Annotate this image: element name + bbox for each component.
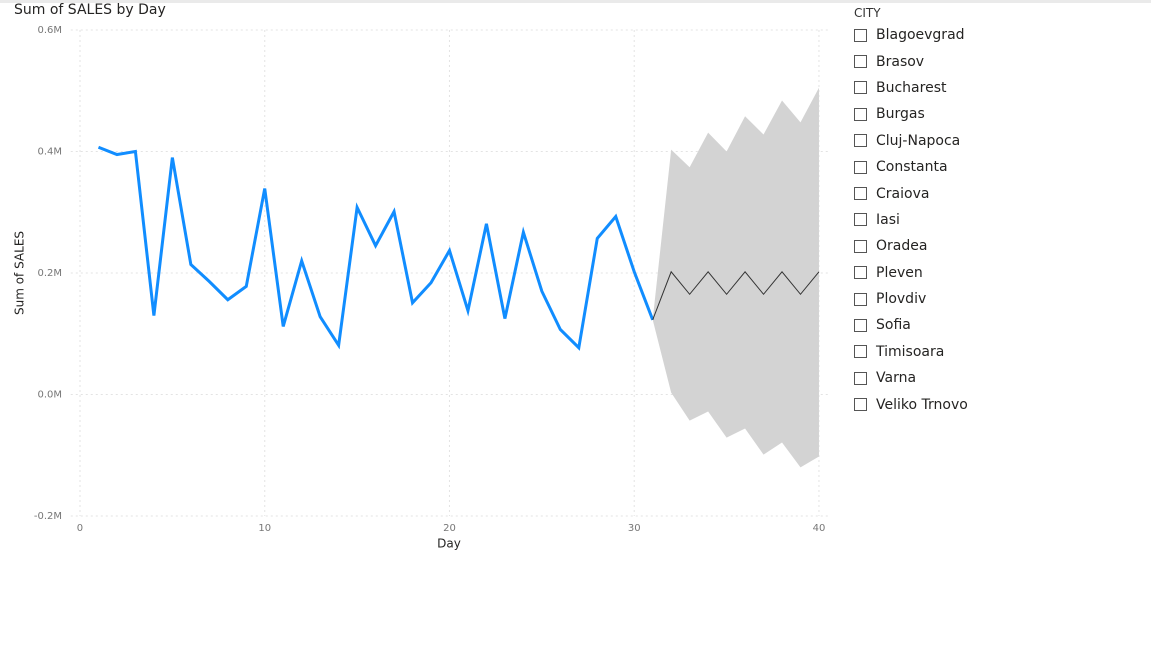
checkbox[interactable] bbox=[854, 292, 867, 306]
slicer-item-label: Timisoara bbox=[876, 343, 945, 360]
slicer-item[interactable]: Iasi bbox=[854, 207, 1134, 233]
x-tick-label: 20 bbox=[443, 523, 456, 534]
checkbox[interactable] bbox=[854, 239, 867, 253]
forecast-band bbox=[652, 87, 819, 468]
checkbox[interactable] bbox=[854, 187, 867, 201]
checkbox[interactable] bbox=[854, 134, 867, 148]
slicer-item-label: Bucharest bbox=[876, 79, 947, 96]
slicer-item-label: Veliko Trnovo bbox=[876, 396, 968, 413]
y-tick-label: 0.6M bbox=[37, 25, 62, 36]
checkbox[interactable] bbox=[854, 266, 867, 280]
slicer-item-label: Oradea bbox=[876, 238, 928, 255]
checkbox[interactable] bbox=[854, 318, 867, 332]
sales-line bbox=[97, 145, 655, 351]
checkbox[interactable] bbox=[854, 81, 867, 95]
chart-title: Sum of SALES by Day bbox=[14, 2, 166, 18]
slicer-item-label: Plovdiv bbox=[876, 291, 927, 308]
slicer-item[interactable]: Oradea bbox=[854, 233, 1134, 259]
slicer-item-label: Cluj-Napoca bbox=[876, 132, 961, 149]
slicer-item-label: Blagoevgrad bbox=[876, 27, 965, 44]
x-tick-label: 0 bbox=[77, 523, 83, 534]
slicer-item[interactable]: Pleven bbox=[854, 260, 1134, 286]
checkbox[interactable] bbox=[854, 107, 867, 121]
y-tick-label: -0.2M bbox=[34, 511, 62, 522]
y-tick-label: 0.4M bbox=[37, 147, 62, 158]
slicer-item-label: Varna bbox=[876, 370, 917, 387]
slicer-item-label: Craiova bbox=[876, 185, 930, 202]
slicer: CITY Blagoevgrad Brasov Bucharest Burgas Clu… bbox=[854, 4, 1134, 418]
checkbox[interactable] bbox=[854, 371, 867, 385]
checkbox[interactable] bbox=[854, 160, 867, 174]
slicer-item[interactable]: Blagoevgrad bbox=[854, 22, 1134, 48]
x-tick-label: 30 bbox=[628, 523, 641, 534]
slicer-item-label: Pleven bbox=[876, 264, 923, 281]
slicer-item[interactable]: Craiova bbox=[854, 180, 1134, 206]
slicer-item-label: Burgas bbox=[876, 106, 925, 123]
slicer-item[interactable]: Brasov bbox=[854, 48, 1134, 74]
slicer-item[interactable]: Veliko Trnovo bbox=[854, 391, 1134, 417]
slicer-item[interactable]: Varna bbox=[854, 365, 1134, 391]
x-axis-title: Day bbox=[437, 537, 461, 551]
slicer-item[interactable]: Timisoara bbox=[854, 339, 1134, 365]
y-axis-title: Sum of SALES bbox=[13, 231, 27, 315]
slicer-item-label: Sofia bbox=[876, 317, 911, 334]
x-tick-label: 40 bbox=[813, 523, 826, 534]
forecast-line bbox=[652, 270, 820, 320]
top-bar bbox=[0, 0, 1151, 3]
y-tick-label: 0.2M bbox=[37, 268, 62, 279]
slicer-item[interactable]: Sofia bbox=[854, 312, 1134, 338]
slicer-item[interactable]: Bucharest bbox=[854, 75, 1134, 101]
slicer-item-label: Constanta bbox=[876, 159, 948, 176]
checkbox[interactable] bbox=[854, 213, 867, 227]
slicer-item[interactable]: Plovdiv bbox=[854, 286, 1134, 312]
slicer-item[interactable]: Constanta bbox=[854, 154, 1134, 180]
x-tick-label: 10 bbox=[258, 523, 271, 534]
slicer-item[interactable]: Cluj-Napoca bbox=[854, 128, 1134, 154]
checkbox[interactable] bbox=[854, 345, 867, 359]
slicer-item-label: Iasi bbox=[876, 211, 900, 228]
chart: Sum of SALES by Day Day Sum of SALES -0.… bbox=[13, 2, 829, 551]
slicer-item-label: Brasov bbox=[876, 53, 925, 70]
slicer-title: CITY bbox=[854, 6, 881, 20]
slicer-item[interactable]: Burgas bbox=[854, 101, 1134, 127]
checkbox[interactable] bbox=[854, 398, 867, 412]
checkbox[interactable] bbox=[854, 55, 867, 69]
y-tick-label: 0.0M bbox=[37, 390, 62, 401]
checkbox[interactable] bbox=[854, 28, 867, 42]
